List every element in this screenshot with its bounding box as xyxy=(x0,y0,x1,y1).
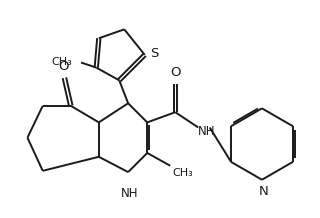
Text: NH: NH xyxy=(198,125,216,138)
Text: O: O xyxy=(170,66,180,79)
Text: CH₃: CH₃ xyxy=(51,58,72,68)
Text: CH₃: CH₃ xyxy=(173,168,194,178)
Text: NH: NH xyxy=(121,187,138,200)
Text: O: O xyxy=(58,60,68,73)
Text: N: N xyxy=(258,185,268,198)
Text: S: S xyxy=(150,47,158,60)
